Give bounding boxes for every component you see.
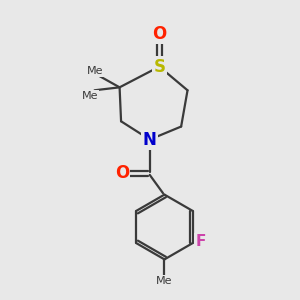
Text: S: S: [153, 58, 165, 76]
Text: F: F: [196, 234, 206, 249]
Text: O: O: [152, 25, 166, 43]
Text: O: O: [115, 164, 129, 182]
Text: Me: Me: [82, 91, 98, 100]
Text: Me: Me: [87, 66, 104, 76]
Text: Me: Me: [156, 276, 173, 286]
Text: N: N: [143, 130, 157, 148]
